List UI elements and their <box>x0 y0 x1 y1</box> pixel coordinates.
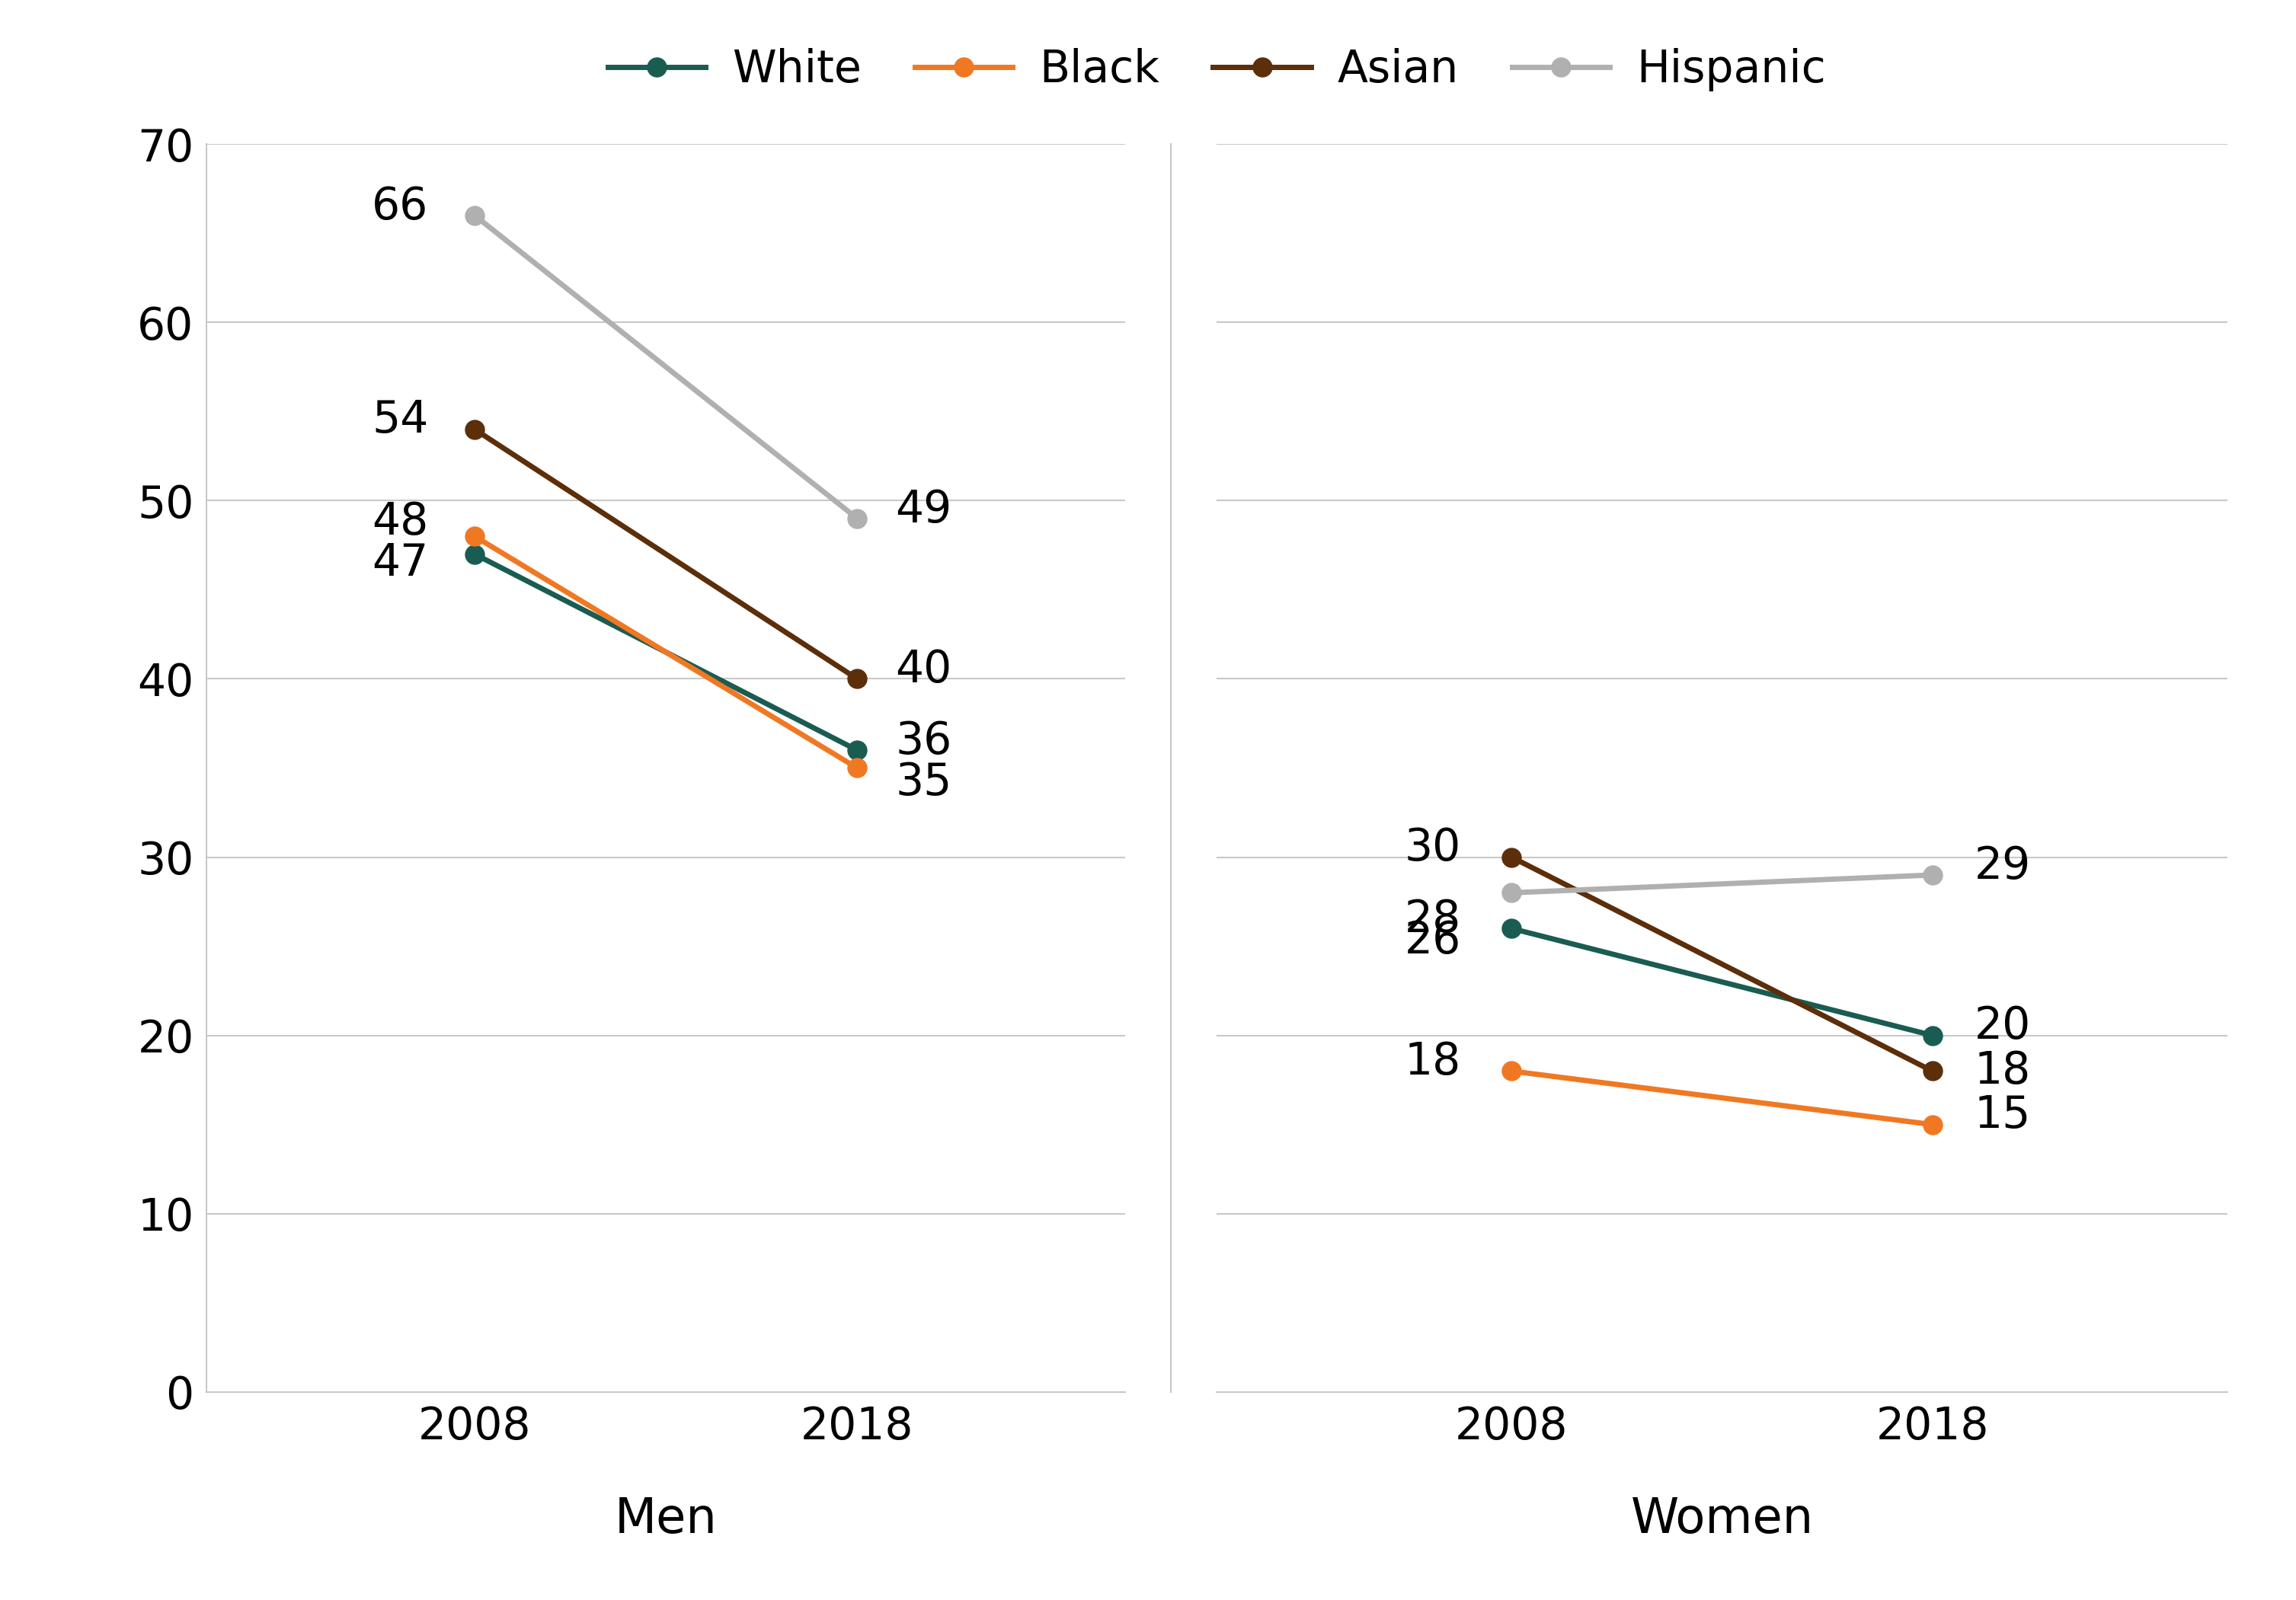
Text: 30: 30 <box>1405 827 1460 870</box>
Text: 47: 47 <box>372 541 429 584</box>
Text: 18: 18 <box>1405 1040 1460 1083</box>
Text: Men: Men <box>615 1496 716 1544</box>
Text: Women: Women <box>1630 1496 1814 1544</box>
Text: 26: 26 <box>1405 920 1460 963</box>
Text: 15: 15 <box>1975 1094 2032 1138</box>
Text: 40: 40 <box>895 648 953 691</box>
Legend: White, Black, Asian, Hispanic: White, Black, Asian, Hispanic <box>590 30 1844 109</box>
Text: 20: 20 <box>1975 1005 2032 1048</box>
Text: 66: 66 <box>372 184 429 229</box>
Text: 35: 35 <box>895 760 953 803</box>
Text: 49: 49 <box>895 488 953 531</box>
Text: 48: 48 <box>372 501 429 544</box>
Text: 54: 54 <box>372 398 429 442</box>
Text: 36: 36 <box>895 720 953 763</box>
Text: 28: 28 <box>1405 898 1460 941</box>
Text: 18: 18 <box>1975 1050 2032 1093</box>
Text: 29: 29 <box>1975 845 2032 888</box>
